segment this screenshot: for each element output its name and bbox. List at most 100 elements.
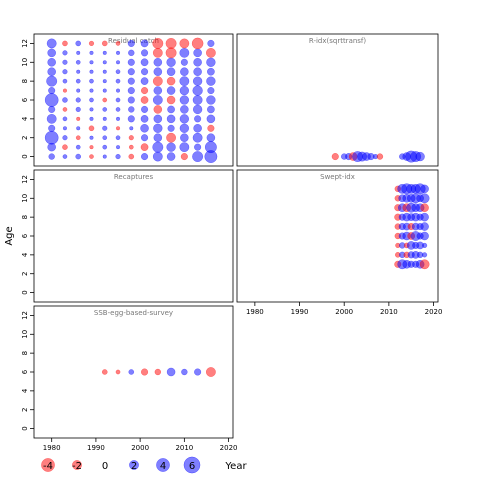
- y-tick-label: 0: [21, 290, 29, 294]
- residual-bubble: [422, 252, 428, 258]
- residual-bubble: [179, 38, 190, 49]
- residual-bubble: [62, 78, 68, 84]
- x-tick-label: 2020: [425, 308, 443, 316]
- residual-bubble: [46, 75, 58, 87]
- residual-bubble: [140, 143, 149, 151]
- residual-bubble: [46, 38, 57, 49]
- residual-bubble: [152, 76, 163, 87]
- residual-bubble: [166, 67, 176, 76]
- residual-bubble: [116, 145, 121, 150]
- legend-label: 2: [131, 461, 137, 472]
- residual-bubble: [141, 105, 149, 113]
- residual-bubble: [102, 97, 108, 103]
- residual-bubble: [420, 231, 429, 241]
- residual-bubble: [153, 67, 163, 76]
- residual-bubble: [180, 133, 189, 142]
- residual-bubble: [89, 135, 94, 140]
- residual-bubble: [76, 50, 81, 55]
- residual-bubble: [128, 106, 135, 113]
- residual-bubble: [129, 144, 134, 150]
- residual-bubble: [115, 107, 121, 112]
- residual-bubble: [88, 40, 95, 46]
- x-tick-label: 1980: [43, 444, 61, 452]
- residual-bubble: [180, 153, 188, 161]
- x-tick-label: 2000: [335, 308, 353, 316]
- residual-bubble: [180, 67, 189, 76]
- y-tick-label: 0: [21, 426, 29, 430]
- residual-bubble: [140, 124, 149, 133]
- residual-bubble: [193, 124, 202, 133]
- residual-bubble: [419, 259, 430, 270]
- residual-bubble: [166, 152, 176, 161]
- residual-bubble: [166, 132, 176, 143]
- residual-bubble: [140, 77, 149, 85]
- residual-bubble: [48, 153, 55, 160]
- residual-bubble: [192, 95, 203, 105]
- residual-bubble: [153, 114, 163, 124]
- residual-bubble: [76, 69, 81, 74]
- y-tick-label: 8: [21, 79, 29, 83]
- residual-bubble: [127, 96, 135, 104]
- legend-label: 0: [102, 461, 108, 472]
- residual-bubble: [153, 105, 163, 114]
- residual-bubble: [154, 368, 161, 376]
- residual-bubble: [102, 107, 108, 112]
- y-tick-label: 10: [21, 330, 29, 339]
- y-tick-label: 8: [21, 351, 29, 355]
- size-legend: -4 -2 0 2 4 6: [41, 456, 201, 474]
- legend-label: -2: [72, 461, 82, 472]
- panel-title: Recaptures: [114, 173, 154, 181]
- panel-frame: [236, 169, 439, 303]
- residual-bubble: [331, 153, 339, 161]
- residual-bubble: [102, 116, 107, 121]
- residual-bubble: [153, 86, 163, 95]
- residual-bubble: [75, 78, 81, 84]
- y-tick-label: 12: [21, 39, 29, 48]
- residual-bubble: [128, 49, 135, 57]
- residual-bubble: [48, 124, 56, 132]
- legend-bubble: [72, 460, 82, 470]
- residual-bubble: [115, 41, 121, 46]
- residual-bubble: [62, 59, 68, 65]
- residual-bubble: [179, 47, 190, 58]
- panel-5: SSB-egg-based-survey 0 2 4 6 8 10 12 1980 1990 200…: [21, 305, 237, 452]
- x-tick-label: 1990: [291, 308, 309, 316]
- residual-bubble: [128, 135, 134, 141]
- y-tick-label: 4: [21, 252, 29, 257]
- residual-bubble: [75, 40, 81, 47]
- residual-bubble: [62, 154, 68, 159]
- residual-bubble: [116, 50, 121, 55]
- residual-bubble: [165, 38, 177, 49]
- residual-bubble: [76, 88, 81, 93]
- residual-bubble: [128, 369, 135, 375]
- residual-bubble: [207, 87, 215, 95]
- residual-bubble: [422, 242, 428, 248]
- x-tick-label: 2000: [131, 444, 149, 452]
- residual-bubble: [89, 116, 94, 121]
- residual-bubble: [152, 141, 164, 153]
- residual-bubble: [75, 106, 81, 112]
- y-tick-label: 2: [21, 407, 29, 411]
- legend-bubble: [41, 458, 55, 472]
- residual-bubble: [179, 95, 189, 105]
- residual-bubble: [206, 57, 216, 67]
- residual-bubble: [193, 48, 202, 58]
- residual-bubble: [89, 107, 94, 112]
- residual-bubble: [75, 144, 81, 150]
- panel-title: Swept-idx: [320, 173, 355, 181]
- residual-bubble: [89, 145, 94, 150]
- panel-frame: [236, 33, 439, 167]
- x-axis-title: Year: [224, 461, 247, 472]
- residual-bubble: [152, 151, 163, 162]
- panel-title: SSB-egg-based-survey: [94, 309, 173, 317]
- residual-bubble: [46, 113, 57, 124]
- residual-bubble: [102, 50, 107, 55]
- residual-bubble: [89, 60, 94, 65]
- residual-bubble: [140, 115, 149, 123]
- residual-bubble: [48, 105, 56, 113]
- residual-bubble: [141, 368, 149, 376]
- residual-bubble: [166, 142, 176, 152]
- residual-bubble: [207, 39, 215, 47]
- residual-bubble: [192, 151, 204, 162]
